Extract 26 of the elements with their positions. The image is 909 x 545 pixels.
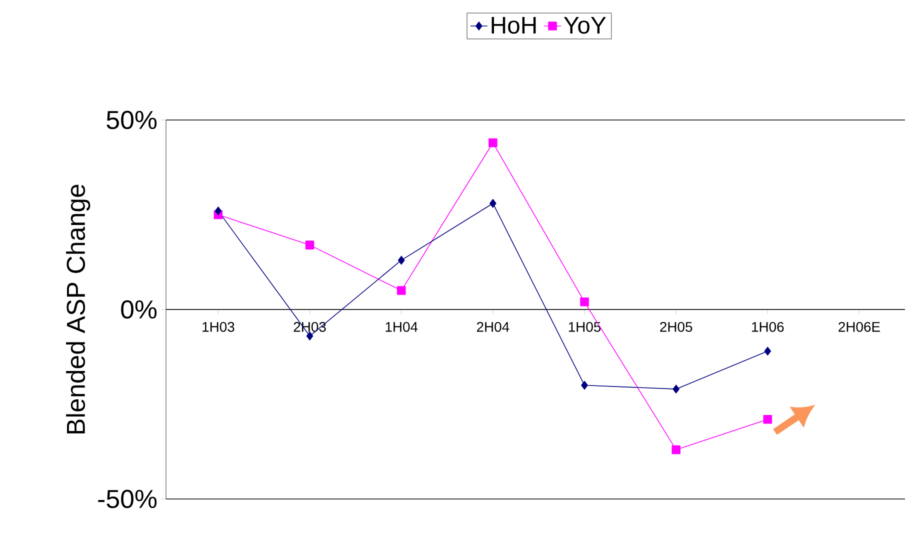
point (580, 298, 589, 306)
y-axis-title: Blended ASP Change (66, 184, 90, 434)
point (398, 256, 405, 265)
point (396, 286, 406, 295)
x-tick-label: 1H04 (386, 322, 418, 332)
point (305, 240, 314, 250)
point (490, 198, 496, 208)
y-tick-label: -50% (98, 490, 157, 508)
point (763, 415, 772, 424)
point (581, 380, 588, 390)
x-tick-label: 2H04 (476, 322, 510, 332)
y-tick-label: 50% (106, 110, 157, 130)
point (672, 445, 680, 454)
point (672, 384, 680, 394)
x-tick-label: 1H05 (568, 322, 601, 332)
y-tick-label: 0% (121, 300, 157, 319)
legend-label: HoH (492, 17, 536, 34)
x-tick-label: 1H06 (752, 322, 784, 332)
point (488, 138, 498, 148)
point (306, 332, 314, 340)
x-tick-label: 2H06E (838, 322, 880, 332)
legend-label: YoY (564, 17, 606, 34)
point (214, 206, 222, 216)
x-tick-label: 1H03 (202, 322, 234, 332)
point (764, 346, 772, 356)
x-tick-label: 2H05 (660, 322, 692, 332)
